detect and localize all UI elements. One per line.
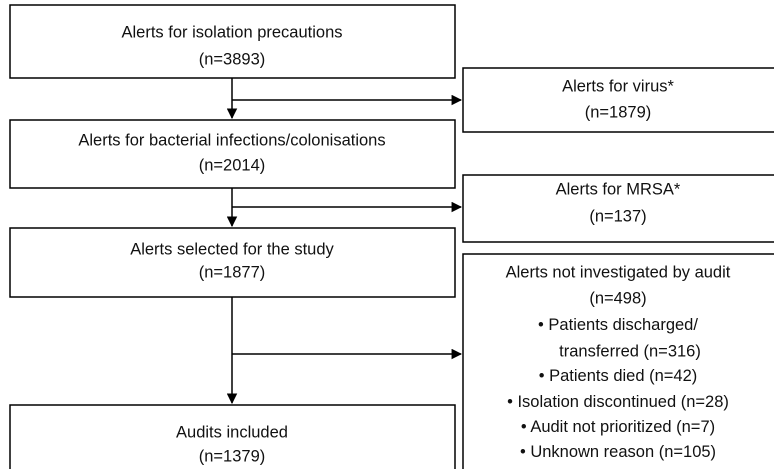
box-bacterial xyxy=(9,119,456,189)
node-count: (n=1877) xyxy=(199,263,266,281)
reason: • Patients died (n=42) xyxy=(539,367,698,385)
box-audits xyxy=(9,404,456,469)
reason: • Audit not prioritized (n=7) xyxy=(521,418,715,436)
node-count: (n=3893) xyxy=(199,50,266,68)
exclusion-count: (n=1879) xyxy=(585,103,652,121)
box-isolation xyxy=(9,4,456,79)
reason: transferred (n=316) xyxy=(559,342,701,360)
node-label: Alerts for isolation precautions xyxy=(121,23,342,41)
box-selected xyxy=(9,227,456,298)
node-label: Audits included xyxy=(176,423,288,441)
bullet: • xyxy=(539,367,549,385)
reason-text: Patients discharged/ xyxy=(548,316,698,334)
reason-text: Isolation discontinued (n=28) xyxy=(517,393,728,411)
reason-text: Audit not prioritized (n=7) xyxy=(530,418,715,436)
bullet: • xyxy=(521,418,530,436)
exclusion-count: (n=498) xyxy=(589,289,646,307)
bullet: • xyxy=(538,316,548,334)
box-mrsa xyxy=(462,174,774,243)
node-count: (n=2014) xyxy=(199,156,266,174)
exclusion-label: Alerts for MRSA* xyxy=(556,180,681,198)
exclusion-count: (n=137) xyxy=(589,207,646,225)
reason: • Isolation discontinued (n=28) xyxy=(507,393,729,411)
bullet: • xyxy=(520,443,530,461)
reason: • Unknown reason (n=105) xyxy=(520,443,716,461)
bullet: • xyxy=(507,393,517,411)
box-not-investigated xyxy=(462,253,774,469)
exclusion-label: Alerts for virus* xyxy=(562,77,674,95)
node-label: Alerts selected for the study xyxy=(130,240,334,258)
node-label: Alerts for bacterial infections/colonisa… xyxy=(78,131,385,149)
reason-text: Patients died (n=42) xyxy=(549,367,697,385)
reason-text: Unknown reason (n=105) xyxy=(530,443,716,461)
reason: • Patients discharged/ xyxy=(538,316,698,334)
box-virus xyxy=(462,67,774,133)
node-count: (n=1379) xyxy=(199,447,266,465)
exclusion-label: Alerts not investigated by audit xyxy=(506,263,731,281)
